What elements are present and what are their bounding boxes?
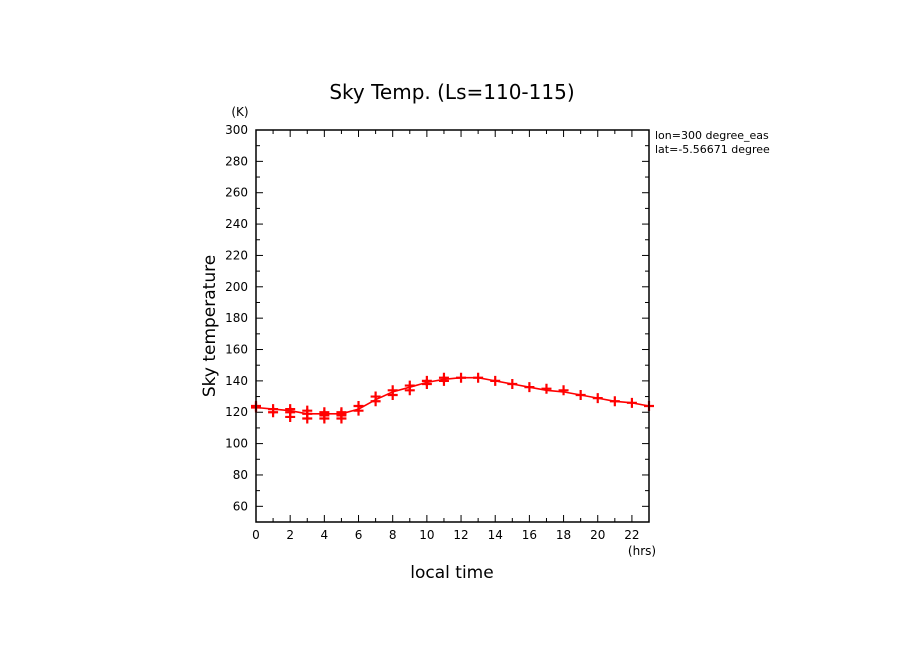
- data-point-marker: [387, 385, 398, 396]
- y-tick-label: 200: [225, 280, 248, 294]
- data-point-marker: [370, 391, 381, 402]
- data-point-marker: [524, 382, 535, 393]
- y-tick-label: 300: [225, 123, 248, 137]
- data-point-marker: [319, 407, 330, 418]
- x-tick-label: 20: [590, 528, 605, 542]
- x-tick-label: 14: [488, 528, 503, 542]
- data-point-marker: [438, 372, 449, 383]
- annotation-lat: lat=-5.56671 degree: [655, 143, 770, 156]
- x-axis-label: local time: [410, 563, 493, 583]
- data-point-marker: [473, 372, 484, 383]
- annotation-lon: lon=300 degree_eas: [655, 129, 769, 142]
- x-unit-label: (hrs): [628, 544, 656, 558]
- y-tick-label: 260: [225, 186, 248, 200]
- data-point-marker: [353, 400, 364, 411]
- data-point-marker: [609, 396, 620, 407]
- x-tick-label: 10: [419, 528, 434, 542]
- x-tick-label: 12: [453, 528, 468, 542]
- data-point-marker: [268, 404, 279, 415]
- y-axis-label: Sky temperature: [200, 255, 220, 397]
- data-point-marker: [507, 379, 518, 390]
- x-tick-label: 4: [321, 528, 329, 542]
- y-tick-label: 220: [225, 248, 248, 262]
- y-tick-label: 100: [225, 437, 248, 451]
- data-point-marker: [456, 372, 467, 383]
- plot-data: [251, 372, 654, 424]
- y-tick-label: 160: [225, 343, 248, 357]
- y-tick-label: 80: [233, 468, 248, 482]
- series-mean-line: [255, 376, 650, 415]
- data-point-marker: [404, 380, 415, 391]
- x-tick-label: 22: [624, 528, 639, 542]
- chart-title: Sky Temp. (Ls=110-115): [329, 80, 574, 104]
- data-point-marker: [626, 397, 637, 408]
- data-point-marker: [421, 375, 432, 386]
- plot-frame: [255, 129, 650, 523]
- x-tick-label: 6: [355, 528, 363, 542]
- x-tick-label: 16: [522, 528, 537, 542]
- y-tick-label: 60: [233, 499, 248, 513]
- data-point-marker: [592, 393, 603, 404]
- data-point-marker: [558, 385, 569, 396]
- axis-ticks: 0 2 4 6 8 10 12 14 16 18 20 22 60 80 100 120 140 160 180 20…: [225, 123, 650, 542]
- y-tick-label: 280: [225, 154, 248, 168]
- data-point-marker: [336, 407, 347, 418]
- y-tick-label: 180: [225, 311, 248, 325]
- data-point-marker: [490, 375, 501, 386]
- x-tick-label: 0: [252, 528, 260, 542]
- data-point-marker: [575, 389, 586, 400]
- data-point-marker: [541, 383, 552, 394]
- data-point-marker: [285, 404, 296, 415]
- y-unit-label: (K): [231, 105, 248, 119]
- y-tick-label: 140: [225, 374, 248, 388]
- y-tick-label: 120: [225, 405, 248, 419]
- data-point-marker: [302, 405, 313, 416]
- y-tick-label: 240: [225, 217, 248, 231]
- x-tick-label: 18: [556, 528, 571, 542]
- x-tick-label: 8: [389, 528, 397, 542]
- x-tick-label: 2: [286, 528, 294, 542]
